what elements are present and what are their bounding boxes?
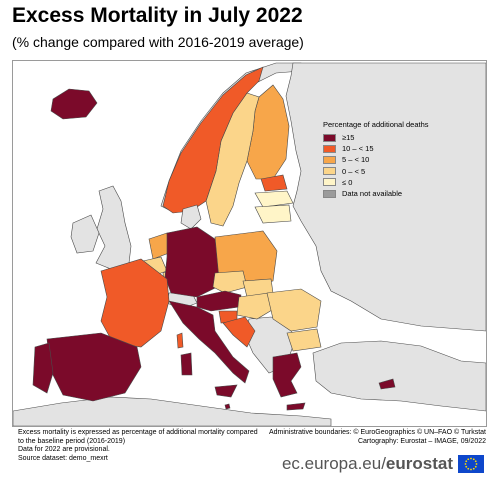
region-romania	[266, 288, 322, 332]
eu-flag-icon	[458, 455, 484, 473]
legend-item-ge15: ≥15	[323, 132, 473, 143]
credit-line: Administrative boundaries: © EuroGeograp…	[268, 429, 486, 436]
region-bulgaria	[286, 328, 322, 352]
map-legend: Percentage of additional deaths ≥15 10 –…	[323, 120, 473, 199]
region-estonia	[260, 174, 288, 192]
eurostat-url[interactable]: ec.europa.eu/eurostat	[282, 454, 453, 474]
legend-swatch	[323, 189, 336, 198]
region-sicily	[214, 384, 238, 398]
legend-item-5-10: 5 – < 10	[323, 154, 473, 165]
region-france	[100, 258, 170, 348]
region-italy	[168, 300, 250, 384]
region-crete	[286, 402, 306, 411]
legend-label: ≥15	[342, 133, 355, 143]
note-line: Source dataset: demo_mexrt	[18, 454, 108, 462]
note-line: Data for 2022 are provisional.	[18, 446, 110, 454]
region-germany	[164, 226, 220, 298]
legend-item-na: Data not available	[323, 188, 473, 199]
legend-swatch	[323, 155, 336, 164]
legend-item-0-5: 0 – < 5	[323, 166, 473, 177]
legend-label: 5 – < 10	[342, 155, 370, 165]
region-north-africa	[13, 396, 332, 426]
region-uk	[95, 185, 132, 270]
legend-title: Percentage of additional deaths	[323, 120, 429, 129]
region-corsica	[176, 332, 184, 349]
region-iceland	[50, 88, 98, 120]
eu-countries	[32, 66, 396, 411]
region-latvia	[254, 190, 294, 208]
map-frame	[12, 60, 487, 427]
region-sardinia	[180, 352, 193, 376]
legend-label: 10 – < 15	[342, 144, 374, 154]
map-credits: Administrative boundaries: © EuroGeograp…	[258, 429, 486, 446]
map-subtitle: (% change compared with 2016-2019 averag…	[12, 34, 304, 50]
region-cyprus	[378, 378, 396, 390]
region-greece	[272, 352, 302, 398]
legend-swatch	[323, 178, 336, 187]
region-east	[285, 62, 486, 332]
note-line: to the baseline period (2016-2019)	[18, 437, 126, 445]
region-croatia	[222, 316, 256, 348]
region-norway-data	[162, 66, 264, 214]
region-ireland	[70, 214, 100, 254]
legend-label: Data not available	[342, 189, 403, 199]
methodology-notes: Excess mortality is expressed as percent…	[18, 429, 278, 463]
legend-item-10-15: 10 – < 15	[323, 143, 473, 154]
legend-label: ≤ 0	[342, 177, 353, 187]
legend-label: 0 – < 5	[342, 166, 366, 176]
footer-branding: ec.europa.eu/eurostat	[282, 454, 484, 474]
legend-swatch	[323, 167, 336, 176]
credit-line: Cartography: Eurostat – IMAGE, 09/2022	[357, 437, 486, 445]
region-czechia	[212, 270, 248, 294]
url-bold: eurostat	[385, 454, 453, 473]
region-netherlands	[148, 232, 170, 260]
legend-swatch	[323, 133, 336, 142]
region-portugal	[32, 342, 54, 394]
eu-stars-icon	[464, 457, 478, 471]
region-spain	[46, 332, 142, 402]
europe-map	[13, 62, 486, 426]
region-malta	[224, 403, 231, 410]
url-prefix: ec.europa.eu/	[281, 454, 386, 473]
legend-item-le0: ≤ 0	[323, 177, 473, 188]
region-denmark	[180, 204, 202, 230]
region-hungary	[236, 292, 278, 320]
map-title: Excess Mortality in July 2022	[12, 4, 303, 27]
region-lithuania	[254, 204, 292, 224]
legend-swatch	[323, 144, 336, 153]
region-turkey	[312, 340, 486, 412]
note-line: Excess mortality is expressed as percent…	[18, 429, 258, 436]
